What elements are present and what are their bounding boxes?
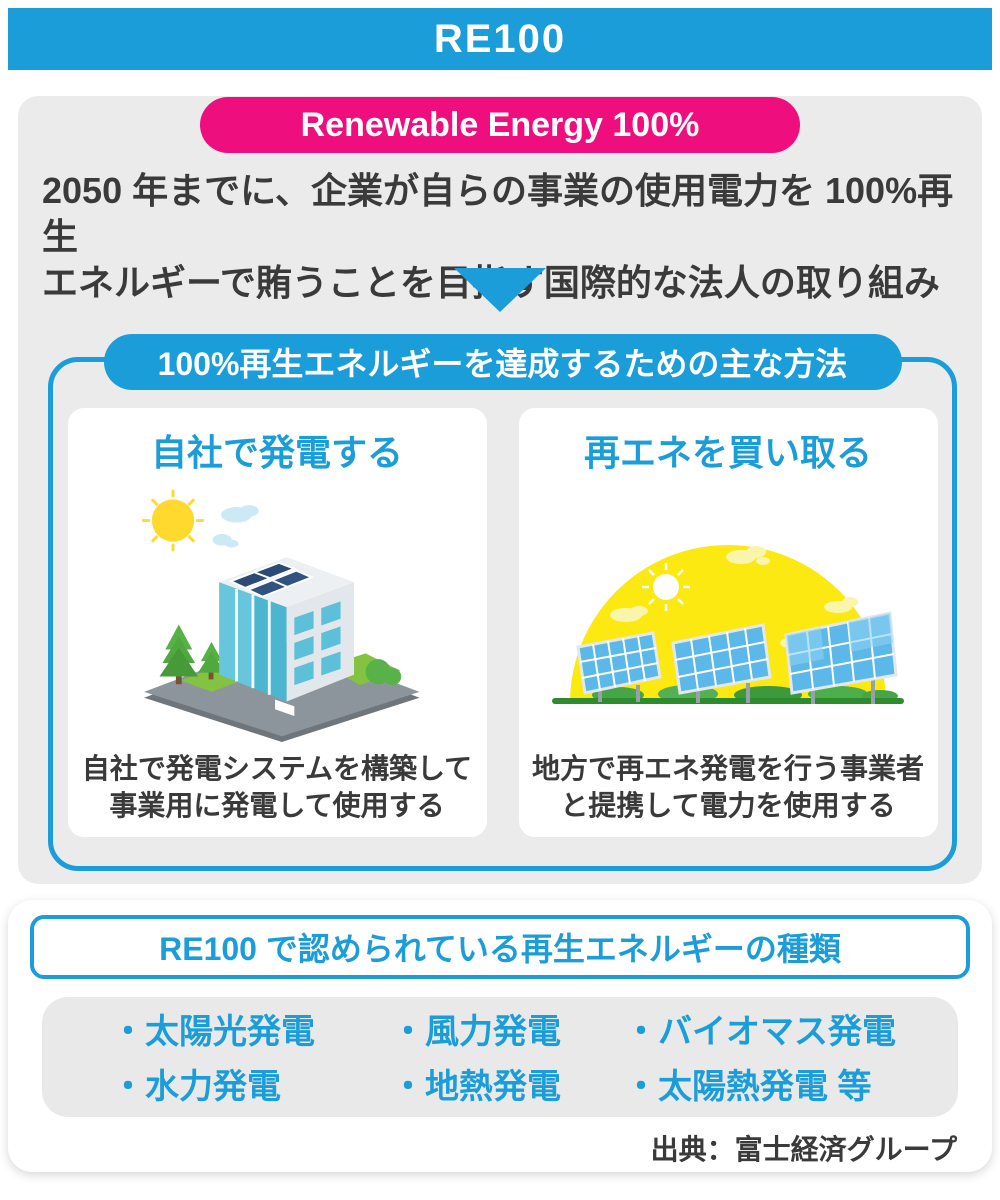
solar-panel-icon bbox=[576, 630, 662, 702]
card-caption: 自社で発電システムを構築して 事業用に発電して使用する bbox=[81, 753, 473, 821]
list-item-biomass: ・バイオマス発電 bbox=[624, 1013, 896, 1051]
pine-trees bbox=[159, 624, 225, 685]
methods-box: 100%再生エネルギーを達成するための主な方法 自社で発電する bbox=[48, 334, 957, 871]
source-note: 出典：富士経済グループ bbox=[650, 1134, 957, 1165]
method-card-buy-renewable: 再エネを買い取る bbox=[518, 408, 938, 837]
card-heading: 再エネを買い取る bbox=[583, 432, 872, 473]
page-title: RE100 bbox=[433, 16, 567, 61]
sun-icon bbox=[142, 489, 204, 552]
methods-title-pill: 100%再生エネルギーを達成するための主な方法 bbox=[103, 334, 902, 390]
solar-panel-icon bbox=[671, 622, 772, 703]
types-section: RE100 で認められている再生エネルギーの種類 ・太陽光発電 ・風力発電 ・バ… bbox=[8, 900, 992, 1172]
types-title: RE100 で認められている再生エネルギーの種類 bbox=[159, 931, 841, 967]
intro-section: Renewable Energy 100% 2050 年までに、企業が自らの事業… bbox=[18, 96, 982, 884]
office-building bbox=[219, 557, 355, 716]
list-item-solar: ・太陽光発電 bbox=[111, 1013, 315, 1051]
methods-title-label: 100%再生エネルギーを達成するための主な方法 bbox=[157, 346, 848, 382]
office-building-illustration bbox=[122, 480, 432, 744]
list-item-solar-thermal: ・太陽熱発電 等 bbox=[624, 1068, 872, 1106]
list-item-geothermal: ・地熱発電 bbox=[391, 1068, 561, 1106]
solar-panel-icon bbox=[784, 610, 898, 704]
card-caption: 地方で再エネ発電を行う事業者 と提携して電力を使用する bbox=[531, 753, 924, 821]
ground-line bbox=[552, 697, 904, 704]
list-item-hydro: ・水力発電 bbox=[111, 1068, 281, 1106]
list-item-wind: ・風力発電 bbox=[391, 1013, 561, 1051]
renewable-energy-badge: Renewable Energy 100% bbox=[200, 97, 800, 153]
method-card-generate-own: 自社で発電する bbox=[67, 408, 487, 837]
method-cards: 自社で発電する bbox=[53, 408, 952, 837]
down-arrow-icon bbox=[454, 268, 546, 312]
side-windows bbox=[294, 601, 341, 686]
types-list-box: ・太陽光発電 ・風力発電 ・バイオマス発電 ・水力発電 ・地熱発電 ・太陽熱発電… bbox=[42, 997, 958, 1117]
header-bar: RE100 bbox=[8, 8, 992, 70]
bushes bbox=[365, 659, 402, 686]
solar-farm-illustration bbox=[538, 480, 918, 744]
card-heading: 自社で発電する bbox=[150, 432, 403, 473]
cloud-icon bbox=[212, 505, 259, 548]
badge-label: Renewable Energy 100% bbox=[300, 105, 700, 144]
entrance-steps bbox=[275, 699, 295, 716]
solar-farm-svg bbox=[552, 544, 904, 704]
building-with-solar-illustration bbox=[142, 489, 420, 742]
types-title-box: RE100 で認められている再生エネルギーの種類 bbox=[30, 915, 970, 979]
rooftop-solar-panels bbox=[228, 561, 315, 598]
sun-icon bbox=[642, 562, 690, 611]
